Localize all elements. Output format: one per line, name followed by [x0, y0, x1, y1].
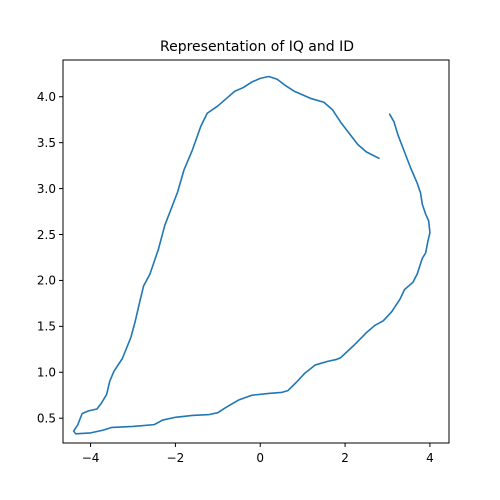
y-tick-label: 3.5: [37, 136, 56, 150]
y-tick-label: 0.5: [37, 412, 56, 426]
y-tick-label: 2.0: [37, 274, 56, 288]
x-tick-label: 4: [426, 451, 434, 465]
series-line: [72, 75, 431, 435]
x-tick-label: 2: [341, 451, 349, 465]
x-tick-label: −2: [167, 451, 185, 465]
y-tick-label: 4.0: [37, 90, 56, 104]
series-layer: [72, 75, 431, 435]
axis-layer: −4 −2 0 2 4 0.5 1.0 1.5 2.0 2.5 3.0 3.5 4.0: [37, 90, 434, 465]
y-tick-label: 1.0: [37, 366, 56, 380]
y-tick-label: 3.0: [37, 182, 56, 196]
y-tick-label: 2.5: [37, 228, 56, 242]
x-tick-label: 0: [256, 451, 264, 465]
plot-frame: [62, 59, 450, 444]
y-tick-label: 1.5: [37, 320, 56, 334]
plot-area: [63, 60, 449, 443]
x-tick-label: −4: [82, 451, 100, 465]
chart-title: Representation of IQ and ID: [160, 39, 354, 55]
